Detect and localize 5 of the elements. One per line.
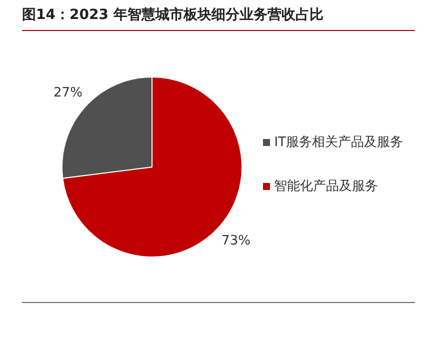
data-label: 73% [222,234,250,249]
legend-label: 智能化产品及服务 [274,179,378,194]
chart-title: 图14：2023 年智慧城市板块细分业务营收占比 [22,6,415,31]
data-label: 27% [54,85,82,100]
legend-label: IT服务相关产品及服务 [274,135,403,150]
